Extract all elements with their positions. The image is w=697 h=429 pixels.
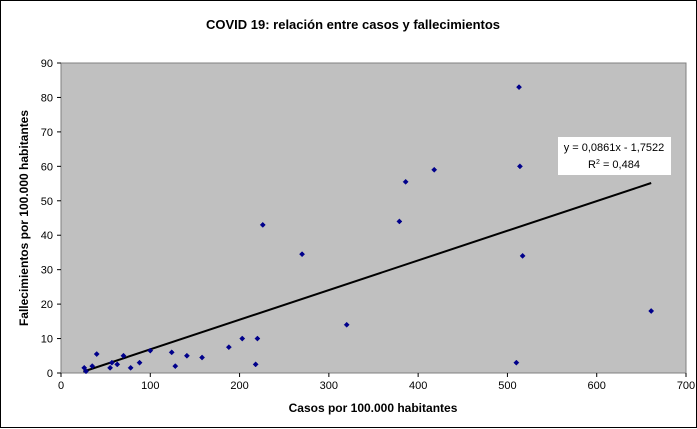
data-point	[396, 218, 403, 225]
data-point	[127, 364, 134, 371]
data-point	[136, 359, 143, 366]
data-point	[120, 352, 127, 359]
y-tick-label: 90	[41, 58, 53, 70]
data-point	[89, 363, 96, 370]
data-point	[225, 344, 232, 351]
y-axis: 0 10 20 30 40 50 60 70 80 90	[41, 58, 61, 380]
y-tick-label: 80	[41, 92, 53, 104]
data-point	[114, 361, 121, 368]
x-tick-label: 600	[588, 380, 606, 392]
data-points	[81, 84, 655, 375]
data-point	[516, 84, 522, 91]
data-point	[147, 347, 154, 354]
data-point	[431, 166, 438, 173]
data-point	[183, 352, 190, 359]
y-tick-label: 70	[41, 127, 53, 139]
x-tick-label: 700	[677, 380, 695, 392]
equation-box-background	[558, 137, 671, 175]
r-squared-value: = 0,484	[600, 159, 640, 171]
x-axis: 0 100 200 300 400 500 600 700	[58, 373, 695, 392]
data-point	[168, 349, 175, 356]
data-point	[93, 351, 100, 358]
y-tick-label: 0	[47, 368, 53, 380]
data-point	[83, 368, 89, 375]
y-tick-label: 40	[41, 230, 53, 242]
data-point	[254, 335, 261, 342]
y-axis-label: Fallecimientos por 100.000 habitantes	[17, 110, 31, 326]
y-tick-label: 30	[41, 265, 53, 277]
data-point	[108, 359, 115, 366]
x-tick-label: 300	[320, 380, 338, 392]
y-tick-label: 50	[41, 196, 53, 208]
data-point	[343, 321, 350, 328]
y-tick-label: 10	[41, 334, 53, 346]
data-point	[299, 251, 306, 258]
trendline-equation-box: y = 0,0861x - 1,7522 R2 = 0,484	[558, 137, 671, 175]
data-point	[519, 252, 526, 259]
x-tick-label: 0	[58, 380, 64, 392]
x-tick-label: 200	[230, 380, 248, 392]
x-tick-label: 100	[141, 380, 159, 392]
data-point	[199, 354, 206, 361]
r-squared-superscript: 2	[596, 159, 600, 166]
chart-title: COVID 19: relación entre casos y falleci…	[206, 17, 500, 32]
data-point	[402, 178, 409, 185]
data-point	[107, 364, 114, 371]
data-point	[252, 361, 259, 368]
data-point	[513, 359, 520, 366]
data-point	[172, 363, 179, 370]
data-point	[516, 163, 523, 170]
r-squared-label: R2 = 0,484	[588, 159, 640, 171]
x-tick-label: 400	[409, 380, 427, 392]
data-point	[648, 308, 655, 314]
x-tick-label: 500	[498, 380, 516, 392]
x-axis-label: Casos por 100.000 habitantes	[289, 401, 458, 415]
y-tick-label: 60	[41, 161, 53, 173]
y-tick-label: 20	[41, 299, 53, 311]
trendline	[83, 182, 652, 373]
plot-area	[60, 62, 687, 374]
data-point	[259, 221, 266, 228]
r-squared-prefix: R	[588, 159, 596, 171]
trendline-equation: y = 0,0861x - 1,7522	[564, 142, 665, 154]
data-point	[239, 335, 246, 342]
